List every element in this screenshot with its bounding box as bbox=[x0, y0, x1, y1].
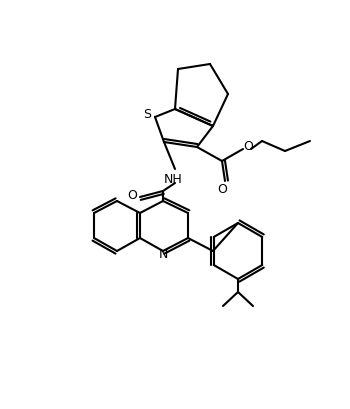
Text: O: O bbox=[217, 183, 227, 196]
Text: S: S bbox=[143, 107, 151, 120]
Text: N: N bbox=[158, 247, 168, 260]
Text: O: O bbox=[127, 189, 137, 202]
Text: NH: NH bbox=[163, 173, 182, 186]
Text: O: O bbox=[243, 140, 253, 153]
